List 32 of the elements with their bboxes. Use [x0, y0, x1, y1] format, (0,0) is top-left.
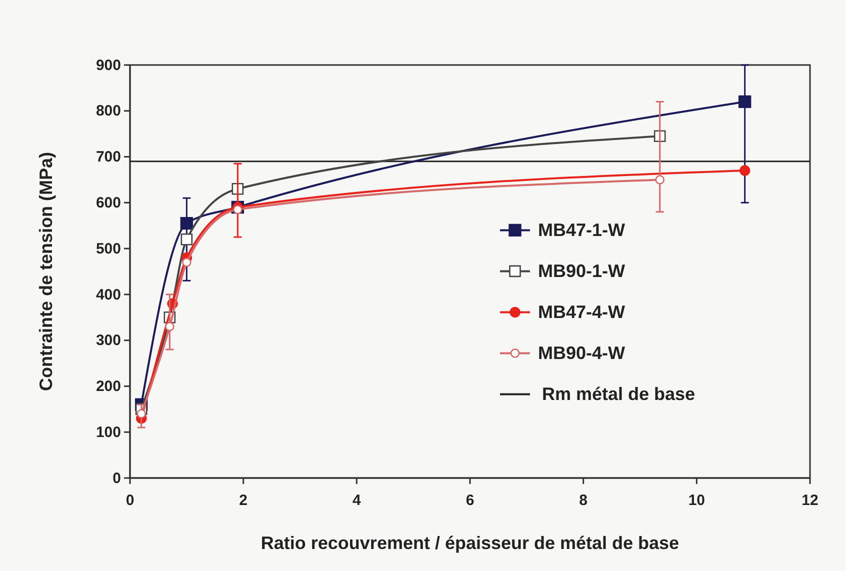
y-tick-label: 800 [96, 102, 121, 120]
y-axis-title: Contrainte de tension (MPa) [36, 152, 56, 392]
x-tick-label: 0 [126, 492, 134, 509]
legend-label: MB90-4-W [538, 343, 626, 364]
y-tick-label: 500 [96, 240, 121, 258]
y-tick-label: 300 [96, 332, 121, 350]
y-tick-label: 100 [96, 424, 121, 441]
point [738, 95, 752, 108]
point [182, 258, 192, 267]
x-tick-label: 12 [802, 492, 818, 509]
x-tick-label: 10 [688, 492, 706, 509]
legend-label: MB90-1-W [538, 261, 626, 282]
point [180, 216, 194, 230]
point [739, 165, 750, 176]
y-tick-label: 0 [112, 470, 121, 487]
x-axis-title: Ratio recouvrement / épaisseur de métal de base [260, 533, 680, 553]
y-tick-label: 600 [96, 194, 121, 212]
y-tick-label: 400 [96, 286, 121, 304]
point [165, 322, 174, 332]
y-tick-label: 900 [96, 56, 121, 74]
y-tick-label: 700 [96, 148, 121, 166]
x-tick-label: 2 [239, 492, 248, 509]
point [136, 409, 146, 418]
x-tick-label: 8 [579, 492, 588, 509]
point [180, 233, 193, 246]
y-tick-label: 200 [96, 378, 121, 396]
legend-label: MB47-1-W [538, 220, 626, 240]
legend-label: MB47-4-W [538, 302, 626, 322]
legend-label: Rm métal de base [542, 384, 696, 404]
x-tick-label: 4 [352, 492, 362, 509]
point [655, 175, 664, 184]
x-tick-label: 6 [466, 492, 474, 509]
